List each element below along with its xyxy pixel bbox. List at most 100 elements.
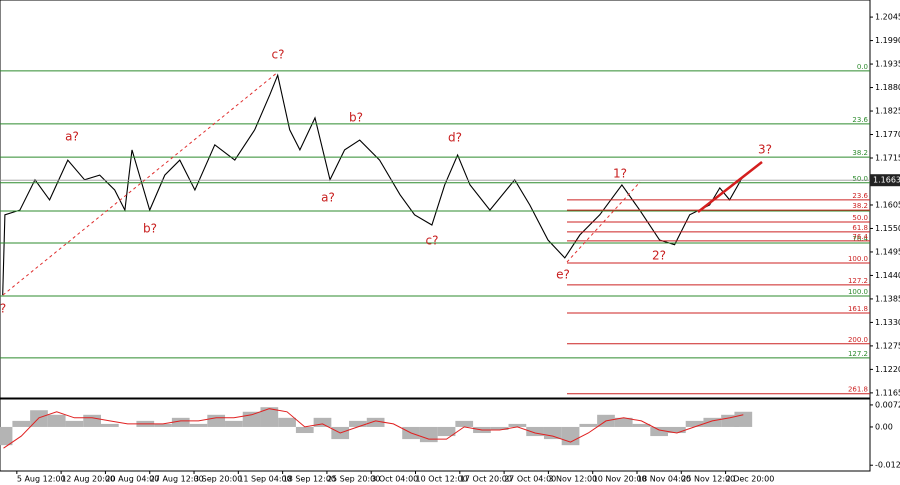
histogram-bar <box>154 423 172 427</box>
histogram-bar <box>207 414 226 427</box>
histogram-bar <box>47 414 66 427</box>
histogram-bar <box>0 426 13 446</box>
y-tick-label: -0.0126 <box>875 461 900 470</box>
histogram-bar <box>614 417 633 427</box>
last-price-label: 1.1663 <box>873 176 900 185</box>
histogram-bar <box>12 420 31 427</box>
y-tick-label: 1.1330 <box>875 318 900 327</box>
fib-label: 200.0 <box>848 336 868 344</box>
y-tick-label: 1.1825 <box>875 107 900 116</box>
fib-label: 127.2 <box>848 350 868 358</box>
histogram-bar <box>526 426 544 437</box>
histogram-bar <box>579 423 598 427</box>
histogram-bar <box>419 426 438 443</box>
plot-layer: 0.0 23.6 38.2 50.0 76.4 100.0 127.2 23.6 38.2 50.… <box>0 48 870 449</box>
wave-label: d? <box>448 131 462 145</box>
fib-label: 161.8 <box>848 305 868 313</box>
wave-label: a? <box>321 191 335 205</box>
y-tick-label: 0.00725 <box>875 400 900 409</box>
fib-label: 23.6 <box>852 116 868 124</box>
wave-label: b? <box>143 222 157 236</box>
wave-label: a? <box>65 130 79 144</box>
fib-label: 100.0 <box>848 255 868 263</box>
wave-label: 2? <box>652 249 666 263</box>
histogram-bar <box>189 423 208 427</box>
wave-label: c? <box>426 234 439 248</box>
histogram-bar <box>349 420 367 427</box>
fib-label: 76.4 <box>852 233 868 241</box>
histogram-bar <box>455 420 474 427</box>
histogram-bar <box>100 423 119 427</box>
fib-label: 100.0 <box>848 288 868 296</box>
histogram-bar <box>437 426 456 437</box>
histogram-bar <box>543 426 562 440</box>
y-tick-label: 1.1605 <box>875 200 900 209</box>
x-tick-label: 27 Aug 12:00 <box>150 475 204 484</box>
x-tick-label: 27 Oct 04:00 <box>504 475 556 484</box>
x-tick-label: 25 Sep 20:00 <box>327 475 380 484</box>
histogram-bar <box>685 420 704 427</box>
histogram-bar <box>260 407 279 427</box>
wave-label: c? <box>272 48 285 62</box>
x-tick-label: 10 Oct 12:00 <box>416 475 468 484</box>
fib-label: 61.8 <box>852 224 868 232</box>
y-tick-label: 1.1770 <box>875 130 900 139</box>
histogram-bar <box>508 423 527 427</box>
fib-label: 261.8 <box>848 386 868 394</box>
x-tick-label: 2 Dec 20:00 <box>726 475 775 484</box>
histogram-bar <box>242 411 261 427</box>
y-tick-label: 1.1440 <box>875 271 900 280</box>
x-tick-label: 18 Nov 04:00 <box>637 475 691 484</box>
y-tick-label: 1.1495 <box>875 247 900 256</box>
x-tick-label: 18 Sep 12:00 <box>283 475 336 484</box>
y-tick-label: 1.1220 <box>875 365 900 374</box>
histogram-bar <box>171 417 190 427</box>
x-tick-label: 3 Oct 04:00 <box>371 475 418 484</box>
fib-label: 76.4 <box>852 235 868 243</box>
fib-label: 23.6 <box>852 192 868 200</box>
price-line <box>2 73 743 296</box>
fib-label: 50.0 <box>852 175 868 183</box>
y-tick-label: 1.1990 <box>875 36 900 45</box>
histogram-bar <box>734 411 753 427</box>
y-tick-label: 1.1715 <box>875 154 900 163</box>
main-frame <box>0 0 871 399</box>
histogram-bar <box>83 414 101 427</box>
wave-label: 3? <box>758 143 772 157</box>
histogram-bar <box>313 417 332 427</box>
histogram-bar <box>225 420 243 427</box>
fib-label: 38.2 <box>852 149 868 157</box>
last-price-box <box>870 174 900 187</box>
histogram-bar <box>650 426 669 437</box>
signal-line <box>3 408 744 449</box>
x-tick-label: 10 Nov 20:00 <box>593 475 647 484</box>
histogram-bar <box>295 426 314 434</box>
wave-label: 1? <box>613 167 627 181</box>
wave-label: e? <box>556 268 570 282</box>
y-tick-label: 1.2045 <box>875 13 900 22</box>
histogram-bar <box>490 426 509 430</box>
wave-label: ? <box>0 302 6 316</box>
y-tick-label: 1.1550 <box>875 224 900 233</box>
wave-label: b? <box>349 111 363 125</box>
trend-dashed <box>2 71 279 296</box>
trend-dashed <box>566 181 641 263</box>
fib-label: 0.0 <box>857 63 868 71</box>
x-tick-label: 12 Aug 20:00 <box>61 475 115 484</box>
x-tick-label: 5 Aug 12:00 <box>17 475 66 484</box>
y-tick-label: 0.00 <box>875 422 893 431</box>
x-tick-label: 11 Sep 04:00 <box>238 475 291 484</box>
fib-label: 50.0 <box>852 214 868 222</box>
y-tick-label: 1.1935 <box>875 60 900 69</box>
x-tick-label: 25 Nov 12:00 <box>681 475 735 484</box>
histogram-bar <box>366 417 385 427</box>
x-tick-label: 20 Aug 04:00 <box>105 475 159 484</box>
trend-line <box>697 161 763 213</box>
fib-label: 38.2 <box>852 202 868 210</box>
histogram-bar <box>65 420 84 427</box>
x-tick-label: 3 Nov 12:00 <box>548 475 597 484</box>
histogram-bar <box>703 417 722 427</box>
